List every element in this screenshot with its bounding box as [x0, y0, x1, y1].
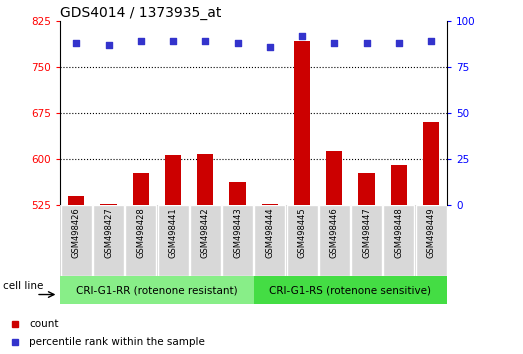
Bar	[230, 182, 246, 205]
Bar	[68, 196, 84, 205]
Bar	[294, 41, 310, 205]
Bar	[157, 205, 188, 276]
Bar	[190, 205, 221, 276]
Text: GSM498444: GSM498444	[265, 207, 274, 258]
Text: CRI-G1-RR (rotenone resistant): CRI-G1-RR (rotenone resistant)	[76, 285, 238, 295]
Text: GSM498427: GSM498427	[104, 207, 113, 258]
Text: GSM498443: GSM498443	[233, 207, 242, 258]
Bar	[358, 173, 374, 205]
Point	[362, 40, 371, 46]
Bar	[254, 205, 285, 276]
Text: GDS4014 / 1373935_at: GDS4014 / 1373935_at	[60, 6, 222, 20]
Bar	[93, 205, 124, 276]
Point	[427, 39, 435, 44]
Bar	[197, 154, 213, 205]
Bar	[287, 205, 317, 276]
Text: GSM498441: GSM498441	[168, 207, 177, 258]
Bar	[61, 205, 92, 276]
Text: GSM498428: GSM498428	[137, 207, 145, 258]
Bar	[351, 205, 382, 276]
Bar	[254, 276, 447, 304]
Bar	[262, 204, 278, 205]
Point	[298, 33, 306, 39]
Text: GSM498446: GSM498446	[330, 207, 339, 258]
Text: GSM498442: GSM498442	[201, 207, 210, 258]
Bar	[391, 165, 407, 205]
Bar	[100, 204, 117, 205]
Bar	[326, 151, 343, 205]
Point	[72, 40, 81, 46]
Bar	[222, 205, 253, 276]
Point	[233, 40, 242, 46]
Bar	[423, 122, 439, 205]
Bar	[319, 205, 350, 276]
Point	[330, 40, 338, 46]
Text: GSM498449: GSM498449	[427, 207, 436, 258]
Point	[201, 39, 209, 44]
Bar	[165, 155, 181, 205]
Text: percentile rank within the sample: percentile rank within the sample	[29, 337, 205, 347]
Text: CRI-G1-RS (rotenone sensitive): CRI-G1-RS (rotenone sensitive)	[269, 285, 431, 295]
Bar	[133, 173, 149, 205]
Bar	[383, 205, 414, 276]
Text: count: count	[29, 319, 59, 329]
Bar	[416, 205, 447, 276]
Point	[169, 39, 177, 44]
Point	[137, 39, 145, 44]
Text: GSM498445: GSM498445	[298, 207, 306, 258]
Point	[105, 42, 113, 48]
Text: GSM498447: GSM498447	[362, 207, 371, 258]
Text: GSM498426: GSM498426	[72, 207, 81, 258]
Point	[266, 44, 274, 50]
Point	[395, 40, 403, 46]
Text: GSM498448: GSM498448	[394, 207, 403, 258]
Bar	[60, 276, 254, 304]
Bar	[126, 205, 156, 276]
Text: cell line: cell line	[3, 281, 43, 291]
